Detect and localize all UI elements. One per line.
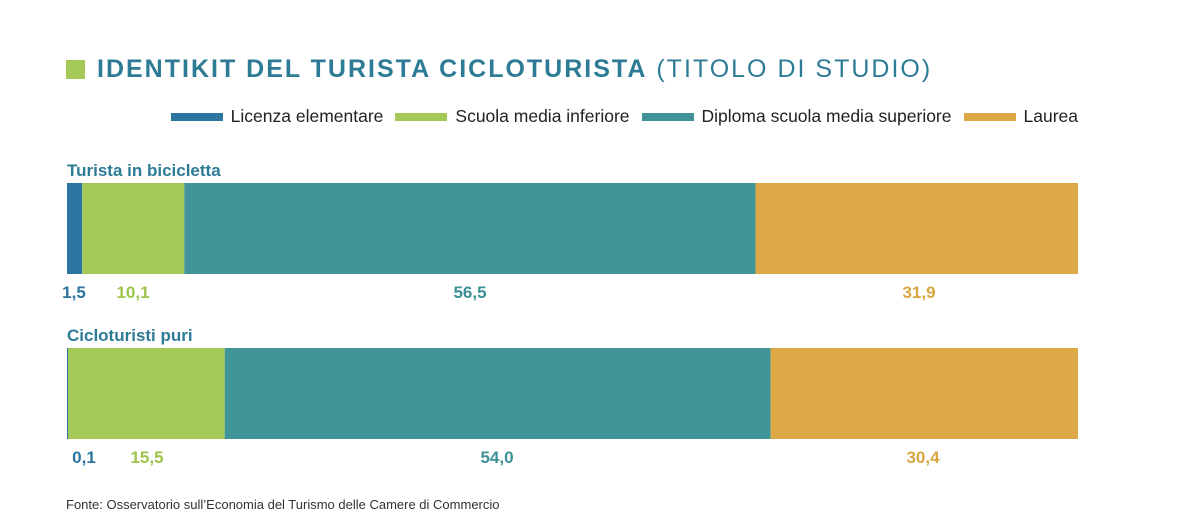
bar-segment bbox=[67, 348, 69, 439]
legend-swatch bbox=[395, 112, 448, 121]
legend-label: Licenza elementare bbox=[230, 106, 384, 126]
legend-swatch bbox=[963, 112, 1016, 121]
legend-label: Laurea bbox=[1023, 106, 1079, 126]
bar-segment bbox=[755, 183, 1078, 274]
source-note: Fonte: Osservatorio sull’Economia del Tu… bbox=[66, 497, 500, 512]
stacked-bar-chart: Turista in bicicletta 1,5 10,1 56,5 31,9 Cicl… bbox=[62, 161, 1078, 467]
category-label: Turista in bicicletta bbox=[67, 161, 221, 180]
chart-title-sub: (TITOLO DI STUDIO) bbox=[656, 54, 933, 83]
chart-title-main: IDENTIKIT DEL TURISTA CICLOTURISTA bbox=[97, 54, 648, 83]
legend-item: Scuola media inferiore bbox=[395, 106, 630, 127]
data-label: 30,4 bbox=[906, 448, 940, 467]
bar-segment bbox=[184, 183, 756, 274]
chart-title-row: IDENTIKIT DEL TURISTA CICLOTURISTA (TITO… bbox=[66, 52, 932, 86]
title-accent-square bbox=[66, 59, 85, 79]
bar-segment bbox=[224, 348, 771, 439]
bar-segment bbox=[770, 348, 1078, 439]
chart-title: IDENTIKIT DEL TURISTA CICLOTURISTA (TITO… bbox=[97, 55, 932, 84]
legend-item: Diploma scuola media superiore bbox=[641, 106, 952, 127]
chart-legend: Licenza elementare Scuola media inferiore… bbox=[159, 106, 1078, 127]
data-label: 0,1 bbox=[72, 448, 96, 467]
bar-segment bbox=[67, 183, 83, 274]
data-label: 54,0 bbox=[480, 448, 513, 467]
legend-item: Laurea bbox=[963, 106, 1079, 127]
data-label: 10,1 bbox=[116, 283, 149, 302]
bar-segment bbox=[68, 348, 225, 439]
data-label: 1,5 bbox=[62, 283, 86, 302]
bar-segment bbox=[82, 183, 185, 274]
legend-swatch bbox=[170, 112, 223, 121]
legend-swatch bbox=[641, 112, 694, 121]
category-label: Cicloturisti puri bbox=[67, 326, 193, 345]
data-label: 15,5 bbox=[130, 448, 163, 467]
legend-label: Diploma scuola media superiore bbox=[701, 106, 952, 126]
legend-item: Licenza elementare bbox=[170, 106, 384, 127]
legend-label: Scuola media inferiore bbox=[455, 106, 630, 126]
data-label: 56,5 bbox=[453, 283, 486, 302]
data-label: 31,9 bbox=[902, 283, 935, 302]
